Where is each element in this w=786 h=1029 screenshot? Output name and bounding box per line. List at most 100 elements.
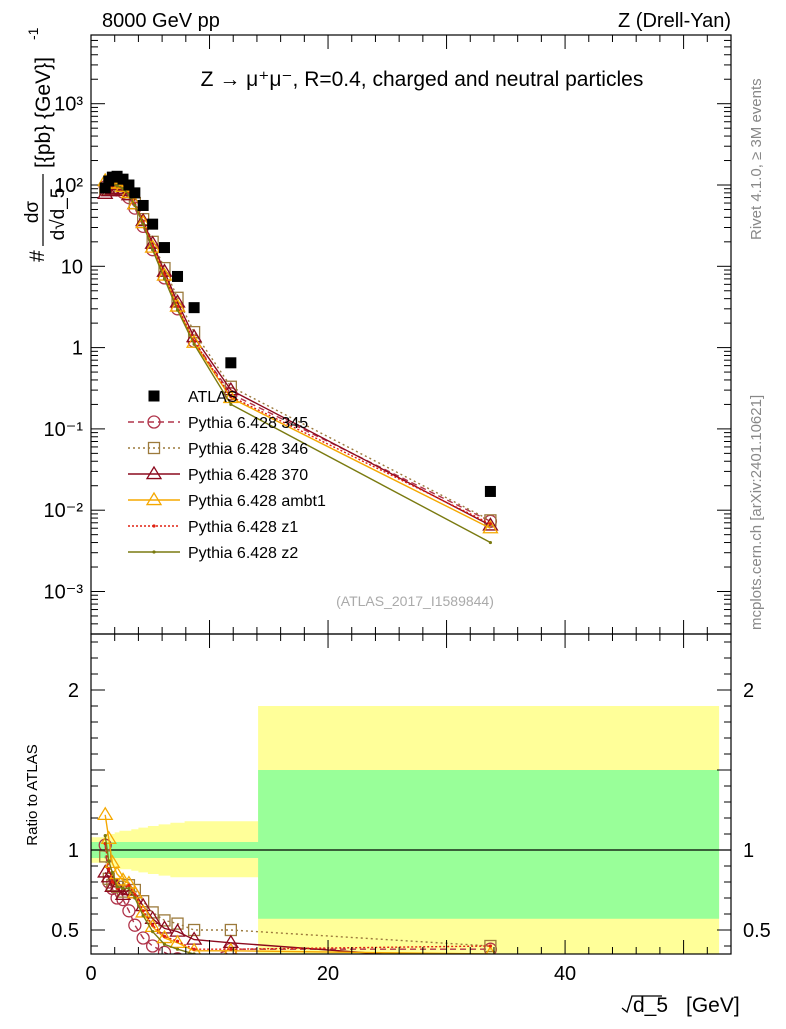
ratio-point-z2 xyxy=(229,959,232,962)
ratio-point-z2 xyxy=(103,834,107,838)
mc-point-z2 xyxy=(229,402,233,407)
mc-point-z2 xyxy=(133,203,137,208)
ratio-point-py345 xyxy=(172,952,183,954)
legend-entry-z1: Pythia 6.428 z1 xyxy=(128,519,298,536)
legend-marker-z2 xyxy=(152,550,156,554)
ratio-point-py370 xyxy=(114,886,132,900)
mc-point-ambt1 xyxy=(144,239,161,253)
ratio-point-z2 xyxy=(175,947,180,951)
mc-point-z2 xyxy=(115,184,119,188)
data-point xyxy=(99,182,111,194)
data-point xyxy=(147,218,159,230)
ratio-point-py345 xyxy=(122,904,136,918)
mc-point-z2 xyxy=(162,277,167,281)
legend-label: Pythia 6.428 345 xyxy=(188,415,308,432)
mc-point-ambt1 xyxy=(134,214,152,229)
legend-entry-py346: Pythia 6.428 346 xyxy=(128,441,308,458)
ratio-point-py345 xyxy=(188,956,200,968)
ratio-point-py370 xyxy=(222,934,240,948)
y-tick-label: 10⁻² xyxy=(44,500,84,522)
ratio-point-ambt1 xyxy=(156,929,173,944)
mc-point-py370 xyxy=(482,517,499,531)
x-label-variable: d_5 xyxy=(633,994,668,1017)
analysis-tag: (ATLAS_2017_I1589844) xyxy=(336,593,494,609)
legend: ATLAS Pythia 6.428 345 Pythia 6.428 346 Pyt… xyxy=(128,389,326,562)
ratio-y-tick-label-right: 2 xyxy=(743,680,754,702)
ratio-frame xyxy=(90,633,732,955)
mc-point-z1 xyxy=(488,522,493,526)
ratio-point-py345 xyxy=(157,945,172,954)
ratio-point-z2 xyxy=(107,859,111,863)
x-tick-label: 40 xyxy=(554,963,576,985)
legend-entry-py370: Pythia 6.428 370 xyxy=(128,465,308,484)
data-point xyxy=(225,357,237,369)
legend-marker-data xyxy=(148,390,160,402)
ratio-point-py345 xyxy=(145,939,160,953)
ratio-point-py346 xyxy=(158,914,171,927)
main-panel: 10⁻³ 10⁻² 10⁻¹ 1 10 10² 10³ xyxy=(44,34,732,635)
legend-marker-py345 xyxy=(147,415,161,429)
ratio-point-ambt1 xyxy=(97,806,114,820)
rivet-label: Rivet 4.1.0, ≥ 3M events xyxy=(748,78,765,240)
legend-entry-z2: Pythia 6.428 z2 xyxy=(128,545,298,562)
legend-label: Pythia 6.428 370 xyxy=(188,467,308,484)
ratio-line-z2 xyxy=(104,835,199,954)
mcplots-label: mcplots.cern.ch [arXiv:2401.10621] xyxy=(748,395,765,630)
data-point xyxy=(484,485,496,497)
ratio-point-z2 xyxy=(141,914,145,918)
y-label-exponent: -1 xyxy=(25,27,41,40)
ratio-point-z1 xyxy=(127,883,131,887)
x-tick-label: 20 xyxy=(317,963,339,985)
mc-point-z1 xyxy=(229,394,233,399)
data-point xyxy=(188,302,200,314)
legend-entry-data: ATLAS xyxy=(148,389,238,406)
ratio-y-tick-label-right: 0.5 xyxy=(743,920,771,942)
x-tick-label: 0 xyxy=(85,963,96,985)
legend-entry-py345: Pythia 6.428 345 xyxy=(128,415,308,432)
main-frame xyxy=(90,34,732,635)
ratio-point-z1 xyxy=(107,867,111,871)
ratio-point-z2 xyxy=(151,930,155,934)
ratio-y-tick-label: 1 xyxy=(68,840,79,862)
y-tick-label: 10⁻¹ xyxy=(44,419,84,441)
data-point xyxy=(117,173,129,185)
y-tick-label: 1 xyxy=(72,338,83,360)
legend-marker-py370 xyxy=(145,465,163,480)
uncertainty-band-inner xyxy=(91,770,720,919)
mc-point-py370 xyxy=(222,381,240,396)
ratio-point-z1 xyxy=(110,880,114,884)
ratio-point-z1 xyxy=(229,947,233,951)
ratio-y-label: Ratio to ATLAS xyxy=(24,744,41,845)
y-label-units: [{pb} {GeV}] xyxy=(32,57,55,168)
mc-point-z2 xyxy=(151,248,155,252)
ratio-point-py346 xyxy=(171,917,184,930)
legend-label: ATLAS xyxy=(188,389,238,406)
ratio-point-py345 xyxy=(136,931,150,945)
ratio-point-z2 xyxy=(133,896,137,900)
ratio-point-z1 xyxy=(162,934,167,939)
ratio-point-z1 xyxy=(192,947,196,951)
legend-marker-py346 xyxy=(147,441,161,455)
mc-point-ambt1 xyxy=(222,389,240,404)
ratio-point-z2 xyxy=(162,942,167,947)
ratio-plot-area xyxy=(91,806,731,968)
y-label-denominator: d√d_5 xyxy=(48,188,69,241)
ratio-uncertainty-bands xyxy=(91,706,720,954)
ratio-point-py370 xyxy=(156,920,173,934)
legend-entry-ambt1: Pythia 6.428 ambt1 xyxy=(128,491,326,510)
plot-title: Z → μ⁺μ⁻, R=0.4, charged and neutral par… xyxy=(201,68,644,91)
y-tick-label: 10² xyxy=(54,175,83,197)
legend-label: Pythia 6.428 z2 xyxy=(188,545,298,562)
ratio-panel: 0.5 0.51 12 20 20 40 xyxy=(51,633,771,985)
legend-marker-z1 xyxy=(152,524,156,528)
ratio-y-tick-label-right: 1 xyxy=(743,840,754,862)
mc-point-py346 xyxy=(224,380,238,393)
y-tick-label: 10³ xyxy=(54,94,83,116)
main-plot-area xyxy=(97,170,499,545)
mc-point-z2 xyxy=(192,342,196,346)
ratio-point-z2 xyxy=(121,886,125,891)
y-tick-label: 10⁻³ xyxy=(44,581,84,603)
data-point xyxy=(111,170,123,182)
